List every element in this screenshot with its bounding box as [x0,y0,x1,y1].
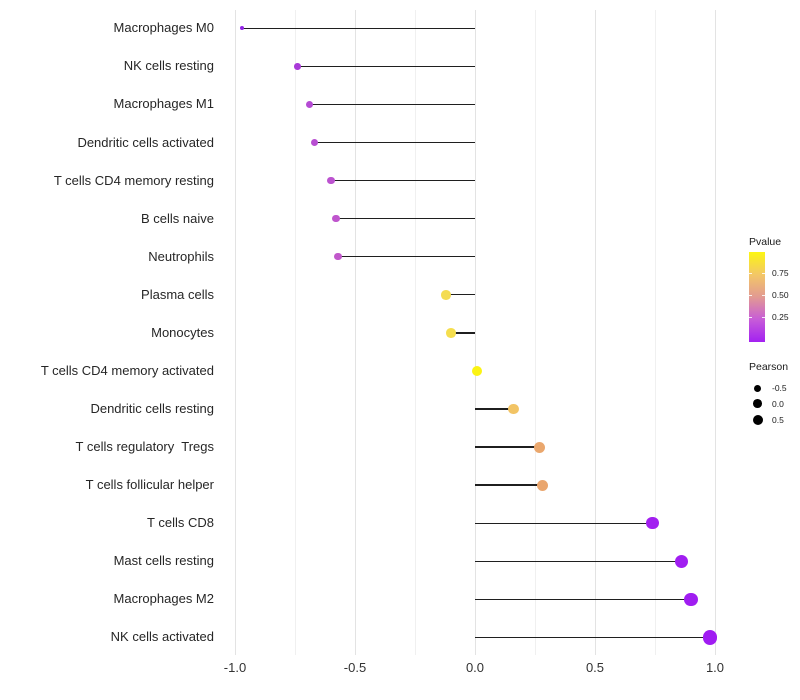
data-point [536,479,548,491]
pvalue-legend-title: Pvalue [749,236,782,248]
lollipop-stem [242,27,475,29]
lollipop-stem [475,560,682,562]
major-gridline [714,10,716,655]
pvalue-tick-label: 0.50 [772,289,789,300]
x-axis-tick-label: 1.0 [705,660,725,675]
pearson-size-label: 0.5 [772,415,784,425]
data-point [334,252,342,261]
pearson-size-label: 0.0 [772,398,784,409]
lollipop-stem [314,141,475,144]
major-gridline [474,10,476,655]
data-point [294,63,301,70]
x-axis-tick-label: 0.5 [585,660,605,675]
data-point [702,630,718,645]
data-point [327,176,335,185]
y-axis-label: Mast cells resting [113,553,214,569]
lollipop-stem [297,65,475,68]
pvalue-tick-mark [762,316,765,318]
pvalue-tick-label: 0.25 [772,311,789,322]
pearson-size-label: -0.5 [772,383,787,393]
major-gridline [354,10,356,655]
y-axis-label: Monocytes [151,324,214,340]
y-axis-label: B cells naive [141,210,214,226]
lollipop-stem [475,598,691,601]
pvalue-tick-label: 0.75 [772,267,789,278]
lollipop-stem [475,522,653,524]
lollipop-stem [475,636,711,639]
y-axis-label: Neutrophils [148,248,214,264]
y-axis-label: Macrophages M0 [113,20,214,36]
data-point [508,403,519,415]
minor-gridline [534,10,536,655]
y-axis-label: Plasma cells [141,286,214,302]
data-point [441,290,451,300]
y-axis-label: Macrophages M1 [113,96,214,112]
lollipop-stem [446,294,475,296]
y-axis-label: T cells CD8 [147,515,214,531]
y-axis-label: T cells regulatory Tregs [75,439,214,455]
pearson-size-dot [753,399,762,408]
y-axis-label: Dendritic cells activated [77,134,214,150]
data-point [332,214,340,223]
lollipop-stem [335,217,475,220]
pvalue-tick-mark [749,294,752,296]
data-point [472,365,483,376]
lollipop-stem [309,103,475,106]
pearson-size-dot [754,384,761,392]
lollipop-stem [475,446,540,448]
data-point [310,139,318,146]
data-point [240,26,245,31]
lollipop-stem [331,179,475,182]
data-point [674,554,689,569]
x-axis-tick-label: -1.0 [223,660,247,675]
data-point [305,100,313,108]
y-axis-label: NK cells activated [110,629,214,645]
pvalue-tick-mark [749,272,752,274]
minor-gridline [654,10,656,655]
pearson-size-dot [752,415,763,425]
pvalue-colorbar [749,252,765,342]
y-axis-label: NK cells resting [123,58,214,74]
pvalue-tick-mark [762,272,765,274]
pearson-legend-title: Pearson [749,361,789,373]
data-point [646,516,659,530]
y-axis-label: T cells follicular helper [85,477,214,493]
pvalue-tick-mark [749,316,752,318]
y-axis-label: Macrophages M2 [113,591,214,607]
lollipop-stem [451,332,475,334]
major-gridline [594,10,596,655]
lollipop-stem [475,484,543,486]
data-point [684,592,698,607]
y-axis-label: T cells CD4 memory activated [40,362,214,378]
data-point [534,441,546,453]
y-axis-label: Dendritic cells resting [90,401,214,416]
pvalue-tick-mark [762,294,765,296]
major-gridline [234,10,236,655]
minor-gridline [294,10,296,655]
data-point [446,328,456,338]
y-axis-label: T cells CD4 memory resting [53,172,214,188]
lollipop-stem [338,256,475,258]
lollipop-stem [475,408,514,410]
x-axis-tick-label: -0.5 [343,660,367,675]
x-axis-tick-label: 0.0 [465,660,485,675]
minor-gridline [414,10,416,655]
